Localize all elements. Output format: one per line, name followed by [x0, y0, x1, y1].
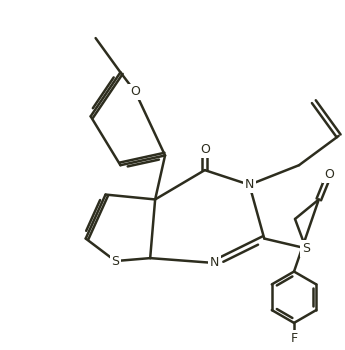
Text: O: O [130, 85, 140, 98]
Text: O: O [324, 168, 334, 182]
Text: F: F [290, 332, 298, 345]
Text: S: S [111, 254, 119, 267]
Text: N: N [210, 257, 219, 270]
Text: N: N [245, 178, 254, 191]
Text: S: S [302, 242, 310, 255]
Text: O: O [200, 143, 210, 156]
